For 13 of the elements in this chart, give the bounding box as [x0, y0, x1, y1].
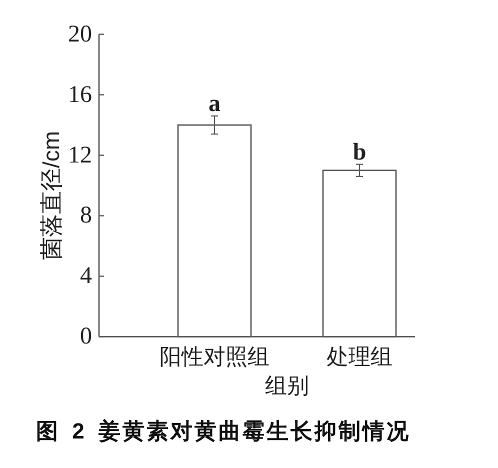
x-axis-title: 组别 [265, 373, 309, 398]
y-axis-title: 菌落直径/cm [38, 130, 64, 260]
y-tick-label: 20 [68, 21, 92, 48]
x-tick-label: 阳性对照组 [160, 344, 270, 370]
y-tick-label: 0 [80, 324, 92, 350]
y-tick-label: 4 [80, 263, 92, 290]
y-tick-label: 8 [80, 202, 92, 229]
text: 图 2 姜黄素对黄曲霉生长抑制情况 [36, 418, 410, 444]
x-tick-label: 处理组 [326, 344, 392, 370]
annotation: a [208, 90, 220, 117]
y-tick-label: 12 [68, 142, 92, 168]
y-tick-label: 16 [68, 82, 92, 108]
annotation: b [352, 139, 366, 166]
